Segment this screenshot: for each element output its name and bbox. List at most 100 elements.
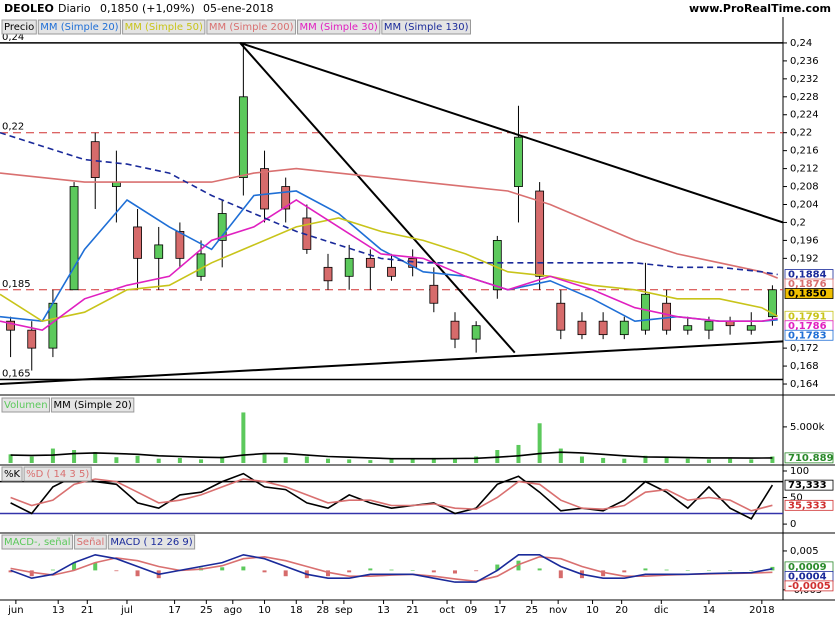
legend-entry: MM (Simple 30) xyxy=(300,22,378,33)
level-label: 0,165 xyxy=(2,369,31,380)
bar xyxy=(262,570,267,573)
bar xyxy=(389,458,394,463)
candle-body xyxy=(450,320,460,340)
quote: 0,1850 (+1,09%) xyxy=(100,2,195,15)
x-tick-label: 2018 xyxy=(749,605,774,616)
x-tick-label: 13 xyxy=(377,605,390,616)
x-tick-label: dic xyxy=(654,605,669,616)
bar xyxy=(431,570,436,573)
legend-box xyxy=(381,19,471,35)
badge-label: 0,0004 xyxy=(788,571,827,582)
legend-entry: MM (Simple 50) xyxy=(125,22,203,33)
y-tick-label: 0,208 xyxy=(790,182,819,193)
x-tick-label: 09 xyxy=(464,605,477,616)
candle-body xyxy=(387,266,396,277)
bar xyxy=(304,456,309,463)
series-line xyxy=(0,217,779,323)
candle-body xyxy=(556,302,566,331)
candle-body xyxy=(365,257,375,268)
y-tick-label: 0,228 xyxy=(790,92,819,103)
x-tick-label: 18 xyxy=(290,605,303,616)
legend-box xyxy=(297,19,381,35)
candle-body xyxy=(471,325,481,340)
y-tick-label: 0,236 xyxy=(790,56,819,67)
bar xyxy=(114,570,119,572)
y-tick-label: 0,172 xyxy=(790,343,819,354)
legend-box xyxy=(23,466,92,482)
candle-body xyxy=(662,302,672,331)
y-tick-label: 100 xyxy=(790,466,809,477)
legend-entry: MM (Simple 20) xyxy=(54,400,132,411)
bar xyxy=(199,459,204,463)
bar xyxy=(389,569,394,571)
x-tick-label: 25 xyxy=(200,605,213,616)
badge xyxy=(784,499,834,511)
bar xyxy=(728,570,733,571)
legend-box xyxy=(1,397,51,413)
candle-body xyxy=(27,329,37,349)
bar xyxy=(749,459,754,463)
trendline xyxy=(0,340,783,386)
x-tick-label: 10 xyxy=(258,605,271,616)
candle-body xyxy=(492,240,502,291)
bar xyxy=(474,456,479,463)
series-line xyxy=(10,451,773,460)
y-tick-label: 0 xyxy=(790,519,796,530)
bar xyxy=(8,454,13,463)
candle-body xyxy=(704,320,714,331)
candle-body xyxy=(514,136,523,187)
legend-box xyxy=(51,397,135,413)
candle-body xyxy=(619,320,629,336)
bar xyxy=(368,460,373,463)
bar xyxy=(579,456,584,463)
bar xyxy=(135,455,140,463)
candle-body xyxy=(196,253,206,277)
legend-entry: Precio xyxy=(4,22,34,33)
x-tick-label: 21 xyxy=(406,605,419,616)
bar xyxy=(516,444,521,463)
period: Diario xyxy=(58,2,91,15)
series-line xyxy=(10,472,774,520)
bar xyxy=(347,459,352,463)
series-line xyxy=(10,478,773,512)
x-tick-label: 17 xyxy=(168,605,181,616)
y-tick-label: 0,216 xyxy=(790,146,819,157)
badge-label: 0,1850 xyxy=(788,289,827,300)
bar xyxy=(72,562,77,571)
candle-body xyxy=(133,226,142,259)
bar xyxy=(706,570,711,571)
bar xyxy=(241,566,246,571)
x-tick-label: 13 xyxy=(52,605,65,616)
bar xyxy=(410,459,415,463)
legend-entry: %K xyxy=(4,469,21,480)
bar xyxy=(749,570,754,571)
series-line xyxy=(0,167,778,279)
bar xyxy=(495,564,500,571)
x-tick-label: 25 xyxy=(525,605,538,616)
x-tick-label: 28 xyxy=(316,605,329,616)
legend-box xyxy=(1,466,23,482)
level-label: 0,185 xyxy=(2,279,31,290)
bar xyxy=(516,560,521,571)
date: 05-ene-2018 xyxy=(203,2,273,15)
badge-label: 35,333 xyxy=(788,500,827,511)
badge-label: 0,1884 xyxy=(788,270,827,281)
level-label: 0,24 xyxy=(2,32,24,43)
bar xyxy=(664,569,669,571)
candle-body xyxy=(683,325,693,331)
bar xyxy=(474,570,479,572)
bar xyxy=(93,452,98,463)
bar xyxy=(262,454,267,463)
badge-label: 0,1876 xyxy=(788,279,827,290)
bar xyxy=(770,566,775,571)
legend-entry: MM (Simple 130) xyxy=(384,22,469,33)
bar xyxy=(8,570,13,573)
y-tick-label: 5.000k xyxy=(790,422,825,433)
y-tick-label: 50 xyxy=(790,493,803,504)
candle-body xyxy=(768,289,777,318)
bar xyxy=(685,458,690,463)
legend-entry: MACD ( 12 26 9) xyxy=(110,537,192,548)
y-tick-label: 0,232 xyxy=(790,74,819,85)
